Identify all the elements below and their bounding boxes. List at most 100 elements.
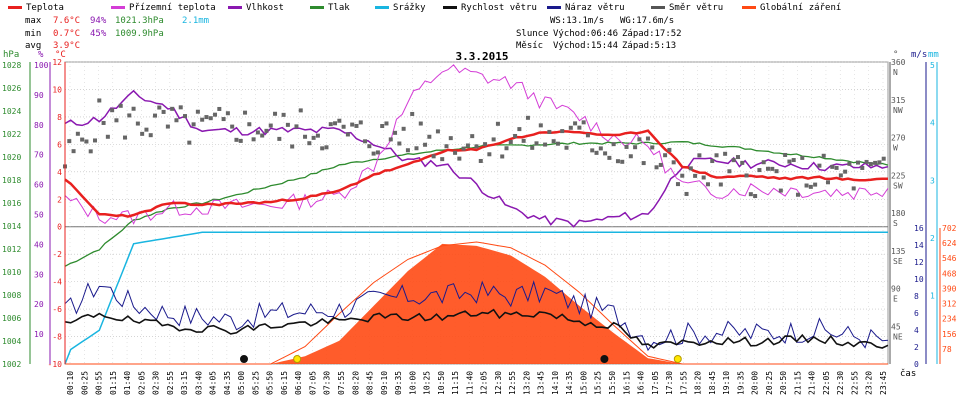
wind-tick: 8 bbox=[914, 292, 919, 301]
series-wind-direction-point bbox=[238, 138, 243, 143]
legend-swatch bbox=[375, 6, 389, 9]
x-tick-label: 12:05 bbox=[480, 371, 489, 395]
x-tick-label: 00:25 bbox=[80, 371, 89, 395]
pressure-tick: 1022 bbox=[2, 130, 21, 139]
series-wind-direction-point bbox=[761, 160, 766, 165]
x-tick-label: 20:25 bbox=[765, 371, 774, 395]
series-wind-direction-point bbox=[487, 152, 492, 157]
x-tick-label: 23:45 bbox=[879, 371, 888, 395]
stat-moon-set: Západ:5:13 bbox=[622, 41, 677, 51]
x-tick-label: 09:35 bbox=[394, 371, 403, 395]
temp-tick: 2 bbox=[57, 195, 62, 204]
sunset-marker bbox=[673, 355, 682, 363]
series-wind-direction-point bbox=[594, 150, 599, 155]
x-tick-label: 19:10 bbox=[722, 371, 731, 395]
pressure-tick: 1014 bbox=[2, 222, 21, 231]
series-wind-direction-point bbox=[294, 124, 299, 129]
x-tick-label: 10:25 bbox=[423, 371, 432, 395]
series-wind-direction-point bbox=[611, 142, 616, 147]
humidity-tick: 100 bbox=[34, 61, 49, 70]
series-wind-direction-point bbox=[230, 124, 235, 129]
series-wind-direction-point bbox=[718, 182, 723, 187]
series-wind-direction-point bbox=[277, 136, 282, 141]
temp-tick: -10 bbox=[48, 360, 63, 369]
pressure-tick: 1006 bbox=[2, 314, 21, 323]
series-wind-direction-point bbox=[423, 142, 428, 147]
series-wind-direction-point bbox=[478, 158, 483, 163]
direction-tick: 90 bbox=[891, 285, 901, 294]
humidity-tick: 40 bbox=[34, 240, 44, 249]
series-wind-direction-point bbox=[748, 192, 753, 197]
series-wind-direction-point bbox=[311, 135, 316, 140]
series-wind-direction-point bbox=[590, 148, 595, 153]
x-tick-label: 02:30 bbox=[152, 371, 161, 395]
direction-name: S bbox=[893, 219, 898, 228]
series-wind-direction-point bbox=[367, 144, 372, 149]
pressure-unit: hPa bbox=[3, 50, 19, 60]
series-wind-direction-point bbox=[804, 183, 809, 188]
series-wind-direction-point bbox=[585, 133, 590, 138]
pressure-tick: 1016 bbox=[2, 199, 21, 208]
series-wind-direction-point bbox=[530, 145, 535, 150]
series-wind-direction-point bbox=[135, 121, 140, 126]
series-wind-direction-point bbox=[817, 163, 822, 168]
series-wind-direction-point bbox=[650, 145, 655, 150]
direction-tick: 270 bbox=[891, 134, 906, 143]
legend: Teplota Přízemní teplota Vlhkost Tlak Srážky… bbox=[8, 3, 841, 13]
series-wind-direction-point bbox=[770, 166, 775, 171]
series-wind-direction-point bbox=[401, 126, 406, 131]
series-wind-direction-point bbox=[688, 166, 693, 171]
series-wind-direction-point bbox=[534, 141, 539, 146]
x-tick-label: 14:35 bbox=[565, 371, 574, 395]
temp-tick: 8 bbox=[57, 113, 62, 122]
series-wind-direction-point bbox=[213, 112, 218, 117]
wind-tick: 6 bbox=[914, 309, 919, 318]
series-wind-direction-point bbox=[243, 110, 248, 115]
series-wind-direction-point bbox=[161, 109, 166, 114]
rain-tick: 2 bbox=[930, 234, 935, 243]
legend-swatch bbox=[228, 6, 242, 9]
series-wind-direction-point bbox=[513, 133, 518, 138]
series-wind-direction-point bbox=[568, 125, 573, 130]
x-tick-label: 21:40 bbox=[808, 371, 817, 395]
x-tick-label: 21:15 bbox=[793, 371, 802, 395]
series-wind-direction-point bbox=[195, 109, 200, 114]
series-wind-direction-point bbox=[380, 124, 385, 129]
series-wind-direction-point bbox=[75, 131, 80, 136]
x-tick-label: 02:05 bbox=[137, 371, 146, 395]
wind-tick: 4 bbox=[914, 326, 919, 335]
humidity-tick: 90 bbox=[34, 91, 44, 100]
series-wind-direction-point bbox=[577, 125, 582, 130]
series-wind-direction-point bbox=[225, 111, 230, 116]
series-wind-direction-point bbox=[350, 122, 355, 127]
humidity-unit: % bbox=[38, 50, 44, 60]
series-wind-direction-point bbox=[384, 121, 389, 126]
pressure-tick: 1010 bbox=[2, 268, 21, 277]
x-tick-label: 18:45 bbox=[708, 371, 717, 395]
series-wind-direction-point bbox=[204, 115, 209, 120]
x-tick-label: 00:10 bbox=[66, 371, 75, 395]
series-wind-direction-point bbox=[363, 139, 368, 144]
humidity-tick: 70 bbox=[34, 151, 44, 160]
series-wind-direction-point bbox=[547, 129, 552, 134]
series-temperature bbox=[64, 129, 889, 218]
series-wind-direction-point bbox=[671, 160, 676, 165]
series-wind-direction-point bbox=[800, 155, 805, 160]
series-wind-direction-point bbox=[693, 173, 698, 178]
series-wind-direction-point bbox=[127, 113, 132, 118]
x-tick-label: 11:40 bbox=[465, 371, 474, 395]
series-wind-direction-point bbox=[543, 142, 548, 147]
legend-label: Tlak bbox=[328, 3, 350, 13]
stat-min-label: min bbox=[25, 29, 42, 39]
series-wind-direction-point bbox=[97, 98, 102, 103]
series-wind-direction-point bbox=[114, 118, 119, 123]
series-wind-direction-point bbox=[500, 154, 505, 159]
x-tick-label: 07:55 bbox=[337, 371, 346, 395]
x-tick-label: 15:25 bbox=[594, 371, 603, 395]
series-wind-direction-point bbox=[757, 168, 762, 173]
direction-unit: ° bbox=[893, 50, 898, 60]
series-wind-direction-point bbox=[641, 161, 646, 166]
radiation-tick: 390 bbox=[942, 284, 957, 293]
x-tick-label: 03:15 bbox=[180, 371, 189, 395]
